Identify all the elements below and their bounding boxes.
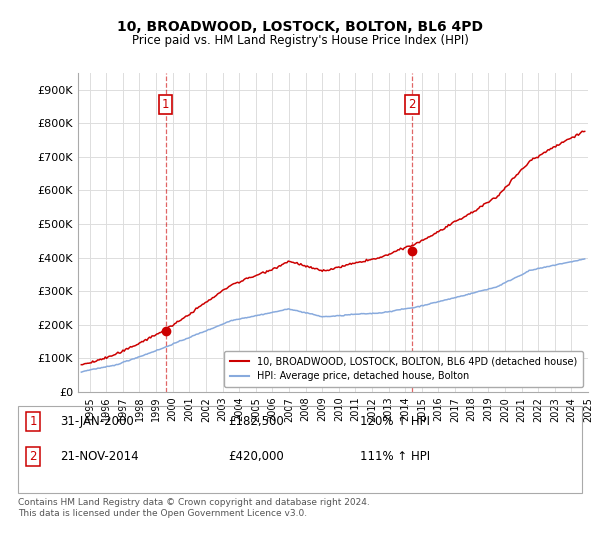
Text: Price paid vs. HM Land Registry's House Price Index (HPI): Price paid vs. HM Land Registry's House … bbox=[131, 34, 469, 46]
Text: 2: 2 bbox=[408, 98, 416, 111]
Text: 1: 1 bbox=[162, 98, 169, 111]
Text: £420,000: £420,000 bbox=[228, 450, 284, 463]
Text: 120% ↑ HPI: 120% ↑ HPI bbox=[360, 414, 430, 428]
Text: 31-JAN-2000: 31-JAN-2000 bbox=[60, 414, 134, 428]
Text: 111% ↑ HPI: 111% ↑ HPI bbox=[360, 450, 430, 463]
Text: 21-NOV-2014: 21-NOV-2014 bbox=[60, 450, 139, 463]
Text: 2: 2 bbox=[29, 450, 37, 463]
Text: Contains HM Land Registry data © Crown copyright and database right 2024.
This d: Contains HM Land Registry data © Crown c… bbox=[18, 498, 370, 518]
Legend: 10, BROADWOOD, LOSTOCK, BOLTON, BL6 4PD (detached house), HPI: Average price, de: 10, BROADWOOD, LOSTOCK, BOLTON, BL6 4PD … bbox=[224, 351, 583, 387]
Text: £182,500: £182,500 bbox=[228, 414, 284, 428]
Text: 10, BROADWOOD, LOSTOCK, BOLTON, BL6 4PD: 10, BROADWOOD, LOSTOCK, BOLTON, BL6 4PD bbox=[117, 20, 483, 34]
Text: 1: 1 bbox=[29, 414, 37, 428]
